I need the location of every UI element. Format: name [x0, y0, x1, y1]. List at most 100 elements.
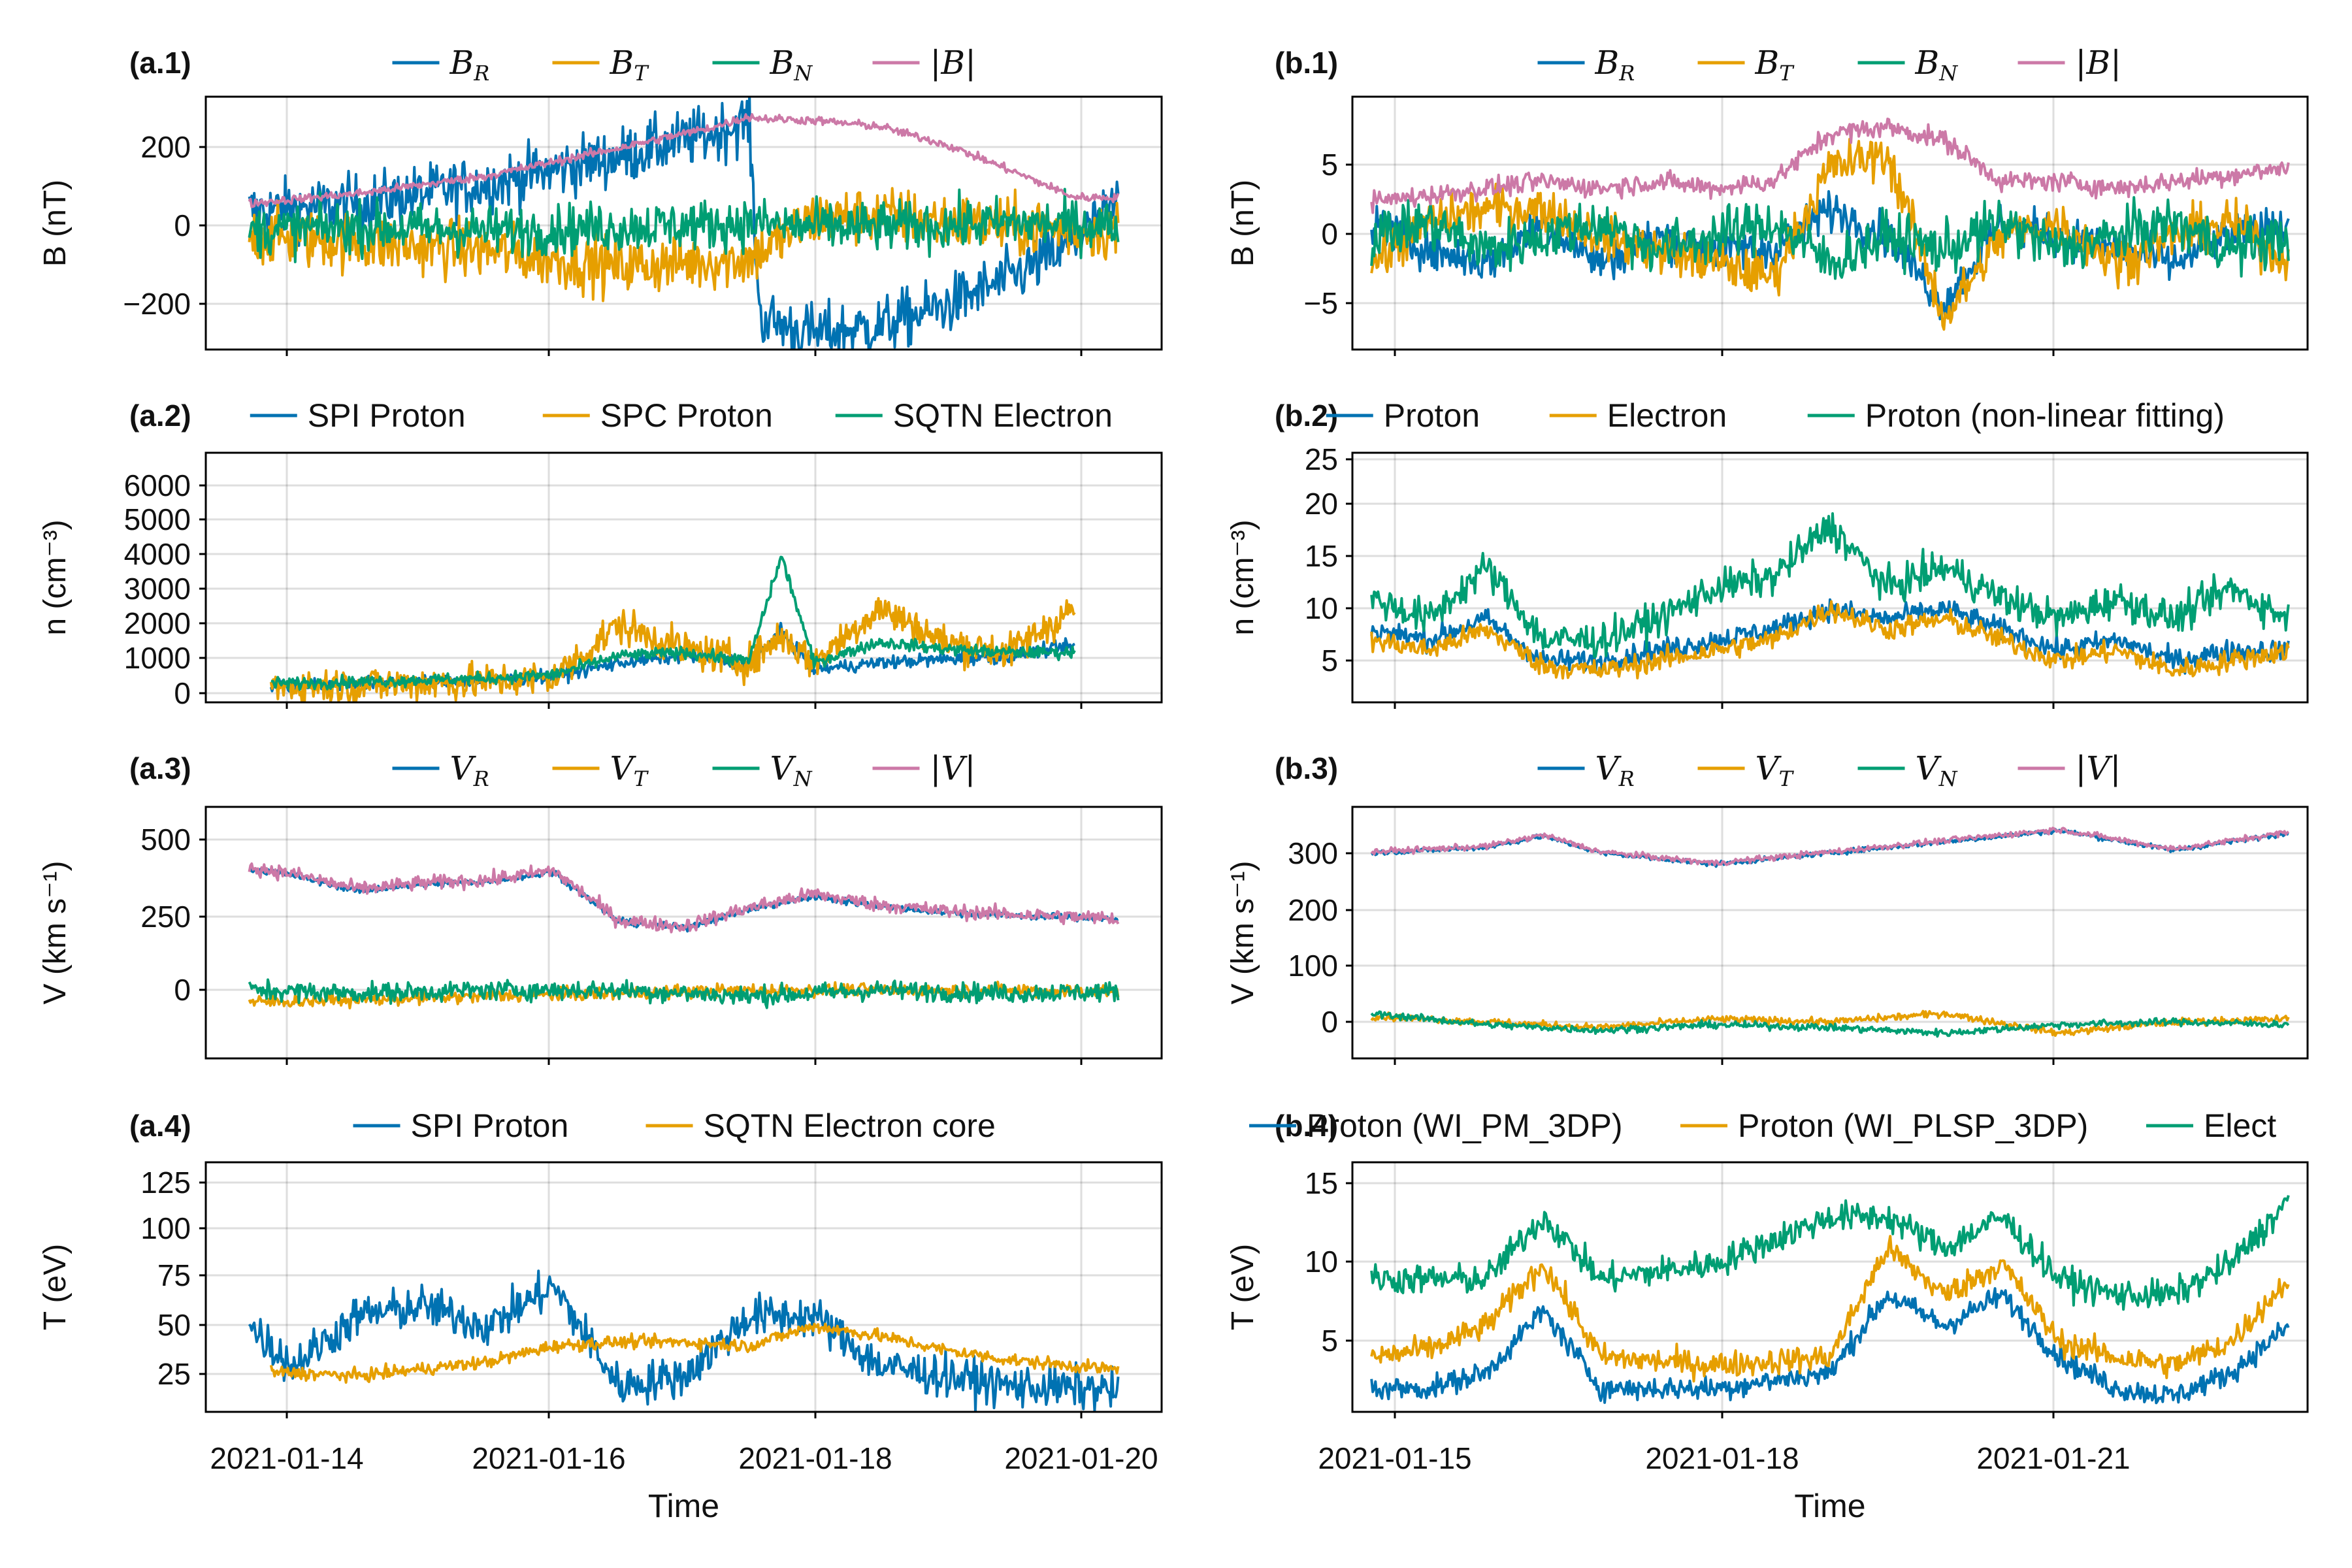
plot-frame — [1351, 95, 2309, 351]
legend-label: SPI Proton — [411, 1107, 569, 1144]
y-tick-label: 2000 — [124, 606, 191, 640]
legend: SPI Proton SQTN Electron core — [353, 1107, 996, 1144]
panel-label: (a.4) — [129, 1109, 191, 1143]
legend-label: SQTN Electron — [893, 397, 1113, 434]
y-tick-label: 125 — [140, 1166, 191, 1200]
legend-label: Elect — [2204, 1107, 2276, 1144]
legend-subscript: R — [1618, 766, 1635, 791]
series-line-br — [248, 97, 1120, 350]
panel-label: (b.1) — [1275, 46, 1338, 80]
y-tick-label: 200 — [140, 130, 191, 164]
legend-label: VN — [1916, 749, 1958, 791]
y-tick-label: 200 — [1288, 893, 1338, 927]
legend-subscript: T — [634, 61, 649, 86]
panel-label: (a.3) — [129, 751, 191, 785]
legend-label: Proton (WI_PM_3DP) — [1307, 1107, 1622, 1144]
series-line-sqtn-electron-core — [269, 1322, 1120, 1384]
series-line-proton-wi-pm-3dp- — [1370, 1287, 2290, 1405]
legend-label: BT — [610, 44, 650, 86]
y-tick-label: 100 — [140, 1211, 191, 1245]
y-tick-label: 5 — [1321, 1324, 1338, 1358]
legend-label: Proton (non-linear fitting) — [1865, 397, 2225, 434]
legend-subscript: T — [634, 766, 649, 791]
series-group — [1370, 512, 2290, 680]
legend-label: BR — [449, 44, 490, 86]
x-tick-label: 2021-01-18 — [1645, 1441, 1799, 1475]
y-tick-label: 15 — [1305, 1166, 1338, 1200]
y-tick-label: 5 — [1321, 148, 1338, 182]
legend-label: VR — [1595, 749, 1635, 791]
legend-subscript: R — [1618, 61, 1635, 86]
legend-label: |B| — [930, 44, 976, 82]
panel-a3: 500 250 0 V (km s⁻¹) (a.3) VR VT VN |V| — [38, 749, 1163, 1065]
legend-subscript: N — [1938, 61, 1958, 86]
plot-frame — [204, 1161, 1163, 1413]
legend-subscript: R — [473, 61, 489, 86]
legend-label: VT — [1756, 749, 1795, 791]
series-line-elect — [1370, 1195, 2290, 1311]
series-line-proton-non-linear-fitting- — [1370, 512, 2290, 659]
legend-label: Proton — [1384, 397, 1480, 434]
legend-subscript: N — [793, 61, 813, 86]
y-axis-label: n (cm⁻³) — [1226, 519, 1260, 635]
y-tick-label: 0 — [1321, 1005, 1338, 1039]
legend: BR BT BN |B| — [1537, 44, 2121, 86]
y-tick-label: 0 — [174, 973, 191, 1007]
y-tick-label: 15 — [1305, 539, 1338, 573]
y-tick-label: 6000 — [124, 468, 191, 502]
series-line-electron — [1370, 600, 2290, 680]
series-line--v- — [1370, 826, 2290, 866]
legend-label: BR — [1595, 44, 1635, 86]
x-tick-label: 2021-01-20 — [1004, 1441, 1158, 1475]
y-axis-label: B (nT) — [38, 180, 73, 267]
y-tick-label: 4000 — [124, 537, 191, 571]
legend: SPI Proton SPC Proton SQTN Electron — [250, 397, 1113, 434]
series-line-vr — [248, 868, 1119, 933]
series-line-bt — [248, 187, 1120, 302]
legend-subscript: N — [1938, 766, 1958, 791]
y-tick-label: 3000 — [124, 572, 191, 606]
series-group — [248, 1269, 1120, 1412]
y-tick-label: 75 — [157, 1258, 191, 1292]
series-line-bt — [1370, 137, 2290, 331]
plot-frame — [204, 806, 1163, 1060]
series-line-spi-proton — [248, 1269, 1120, 1412]
series-line--v- — [248, 862, 1120, 934]
legend-label: VR — [450, 749, 489, 791]
panel-b1: 5 0 −5 B (nT) (b.1) BR BT BN |B| — [1226, 44, 2309, 356]
panel-b3: 300 200 100 0 V (km s⁻¹) (b.3) VR VT VN |V| — [1226, 749, 2309, 1065]
x-tick-label: 2021-01-21 — [1976, 1441, 2130, 1475]
y-tick-label: 300 — [1288, 836, 1338, 870]
series-group — [1370, 118, 2290, 331]
panel-label: (b.3) — [1275, 751, 1338, 785]
x-tick-label: 2021-01-15 — [1318, 1441, 1471, 1475]
legend: BR BT BN |B| — [392, 44, 976, 86]
legend-subscript: T — [1779, 766, 1795, 791]
legend-label: Electron — [1607, 397, 1727, 434]
series-group — [248, 862, 1120, 1009]
y-tick-label: 0 — [174, 676, 191, 710]
panel-label: (a.2) — [129, 399, 191, 433]
legend-label: VT — [610, 749, 649, 791]
series-line-vn — [248, 978, 1120, 1009]
legend-label: BN — [1915, 44, 1959, 86]
series-group — [1370, 826, 2290, 1038]
panel-a4: 125 100 75 50 25 T (eV) (a.4) SPI Proton SQTN El… — [38, 1107, 1163, 1524]
series-line-vn — [1370, 1010, 2290, 1038]
y-axis-label: T (eV) — [38, 1244, 73, 1330]
legend-label: SQTN Electron core — [704, 1107, 996, 1144]
y-axis-label: V (km s⁻¹) — [1226, 861, 1260, 1005]
y-axis-label: B (nT) — [1226, 180, 1260, 267]
plot-frame — [204, 451, 1163, 704]
series-line-bn — [1370, 196, 2290, 280]
y-tick-label: −5 — [1304, 286, 1338, 320]
legend-label: |V| — [930, 749, 976, 787]
legend-label: Proton (WI_PLSP_3DP) — [1738, 1107, 2088, 1144]
series-group — [269, 555, 1076, 702]
x-tick-label: 2021-01-14 — [210, 1441, 363, 1475]
y-tick-label: 10 — [1305, 591, 1338, 625]
